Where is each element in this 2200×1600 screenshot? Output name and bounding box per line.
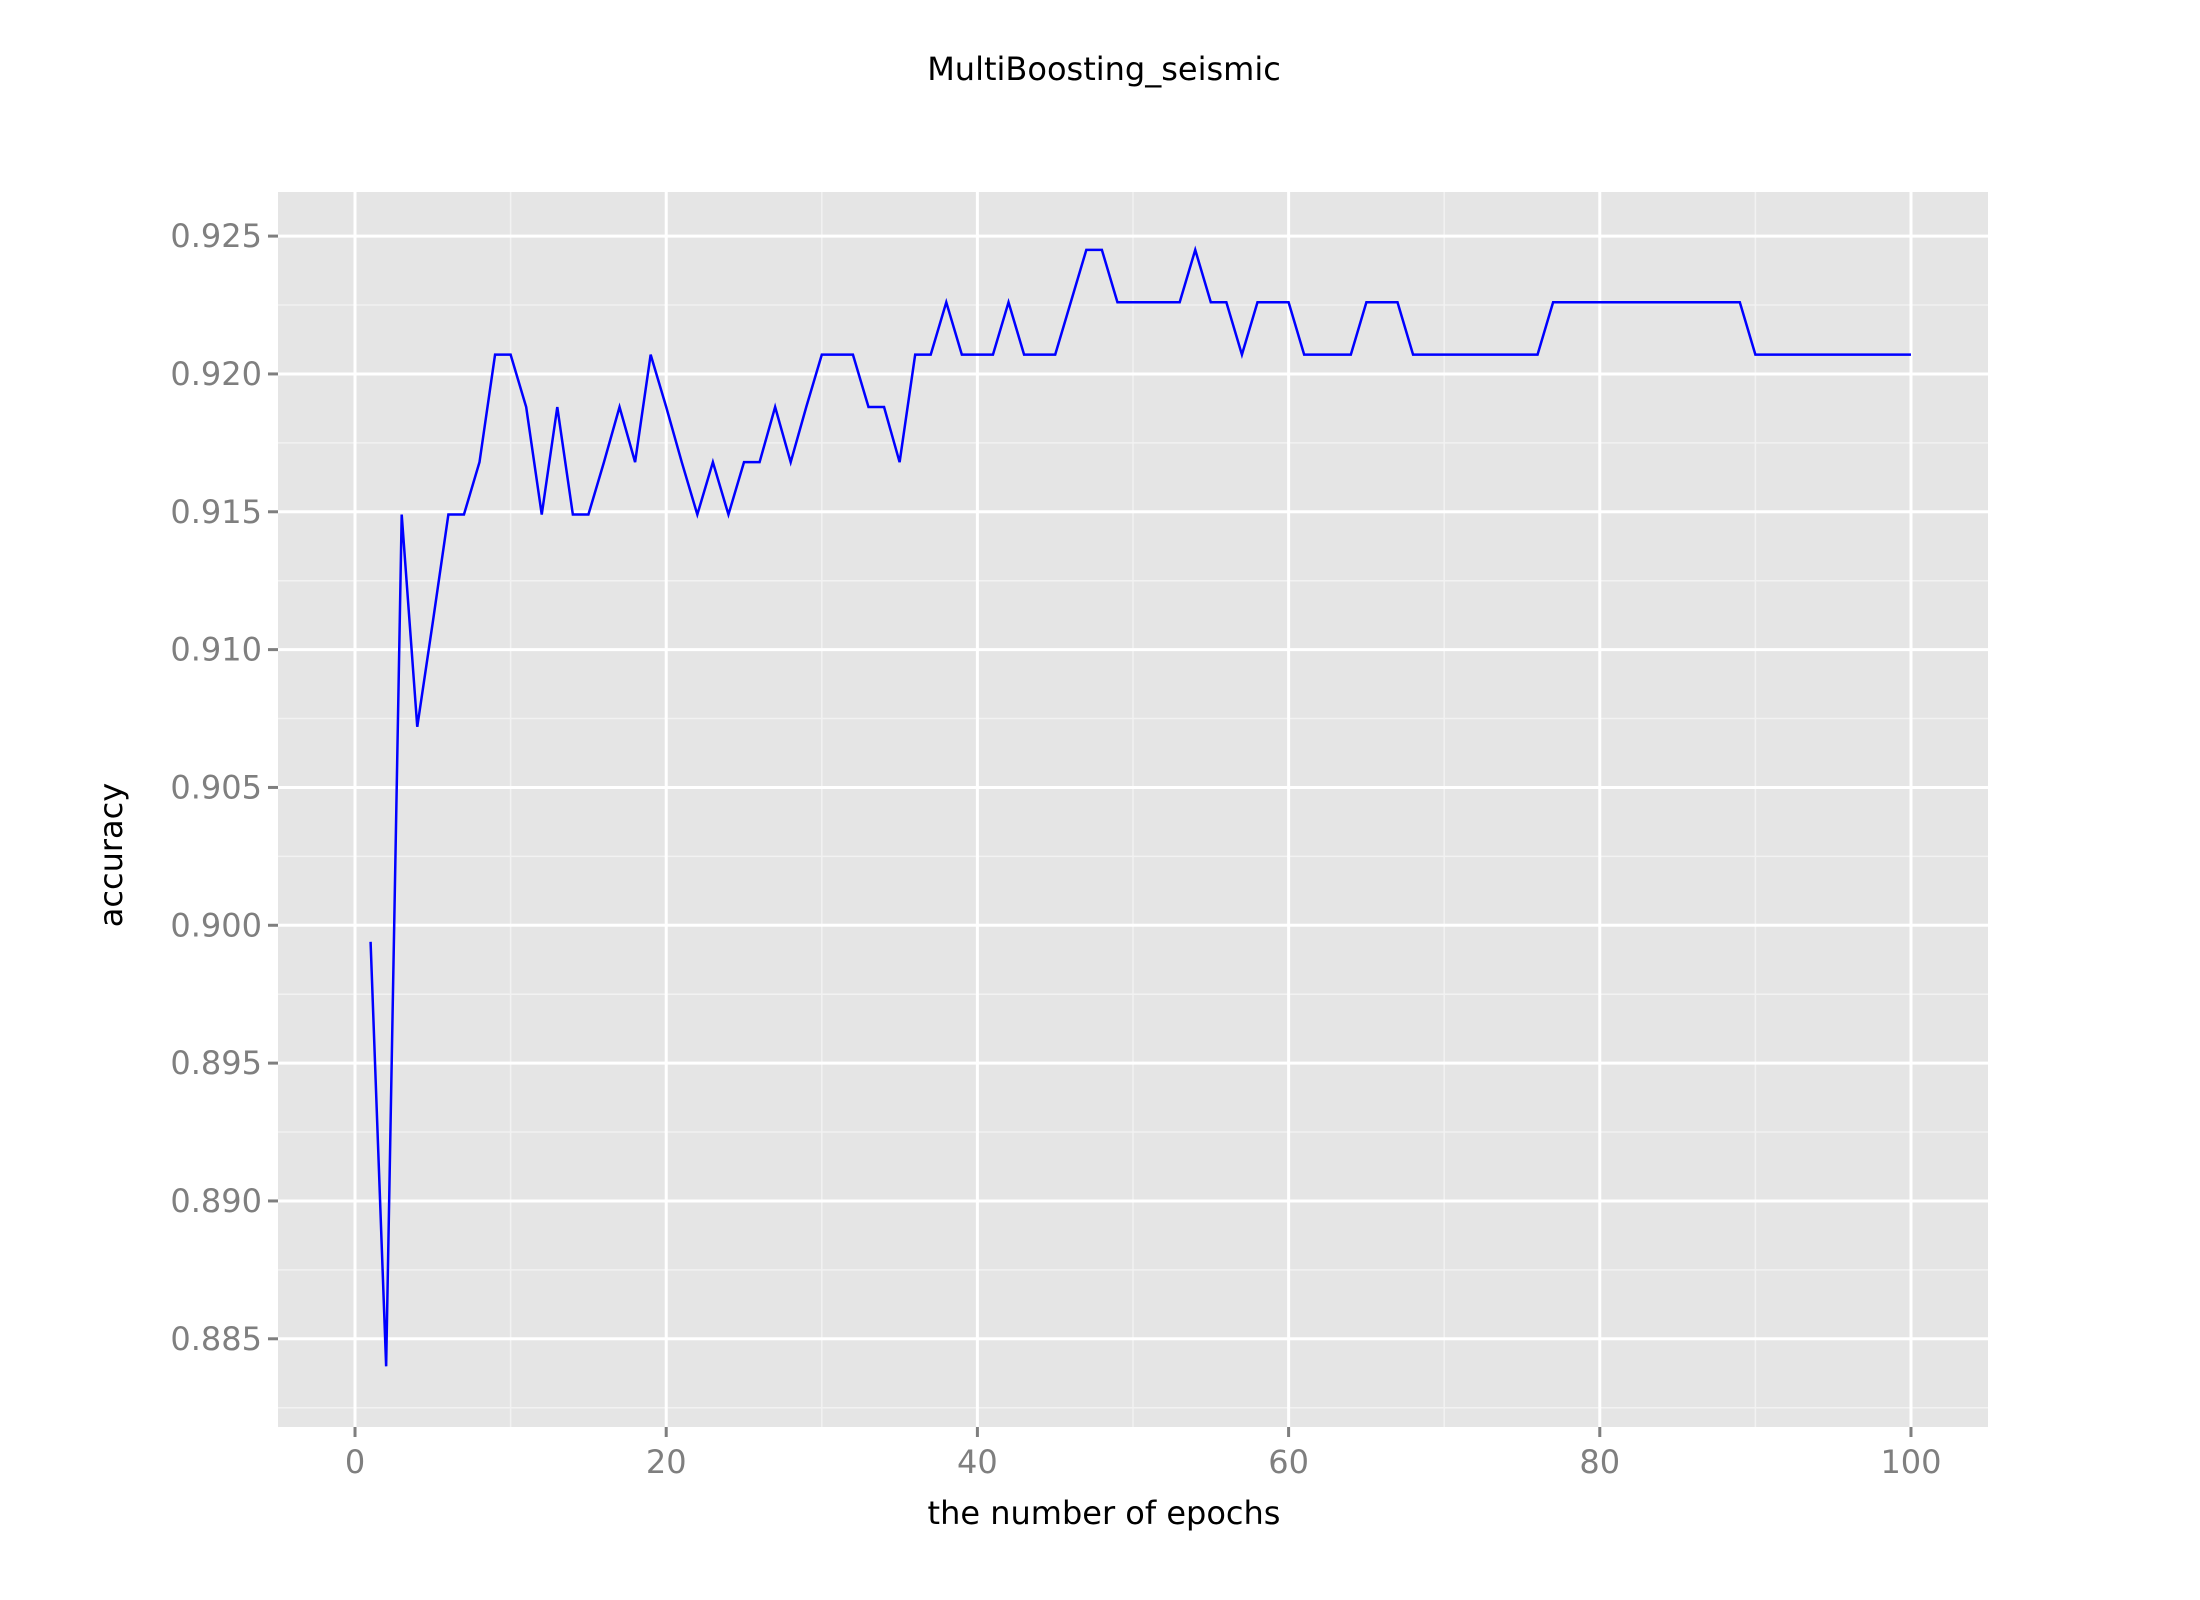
y-tick-label: 0.895 (170, 1044, 262, 1082)
y-axis: 0.885 0.890 0.895 0.900 0.905 0.910 0.915 0.920… (170, 217, 278, 1358)
y-tick-label: 0.900 (170, 906, 262, 944)
x-tick-label: 60 (1268, 1443, 1309, 1481)
series-line-0 (369, 245, 1911, 1367)
y-tick-label: 0.885 (170, 1320, 262, 1358)
y-tick-label: 0.905 (170, 768, 262, 806)
y-tick-label: 0.910 (170, 631, 262, 669)
y-axis-label: accuracy (92, 783, 130, 927)
major-gridlines (278, 192, 1988, 1427)
x-axis: 0 20 40 60 80 100 (345, 1427, 1942, 1481)
x-tick-label: 100 (1880, 1443, 1941, 1481)
x-tick-label: 40 (957, 1443, 998, 1481)
x-tick-label: 0 (345, 1443, 365, 1481)
chart-title: MultiBoosting_seismic (927, 50, 1281, 88)
minor-gridlines (278, 192, 1988, 1427)
y-tick-label: 0.890 (170, 1182, 262, 1220)
y-tick-label: 0.920 (170, 355, 262, 393)
x-axis-label: the number of epochs (928, 1494, 1281, 1532)
x-tick-label: 80 (1579, 1443, 1620, 1481)
series-layer (369, 245, 1911, 1367)
y-tick-label: 0.925 (170, 217, 262, 255)
y-tick-label: 0.915 (170, 493, 262, 531)
x-tick-label: 20 (646, 1443, 687, 1481)
